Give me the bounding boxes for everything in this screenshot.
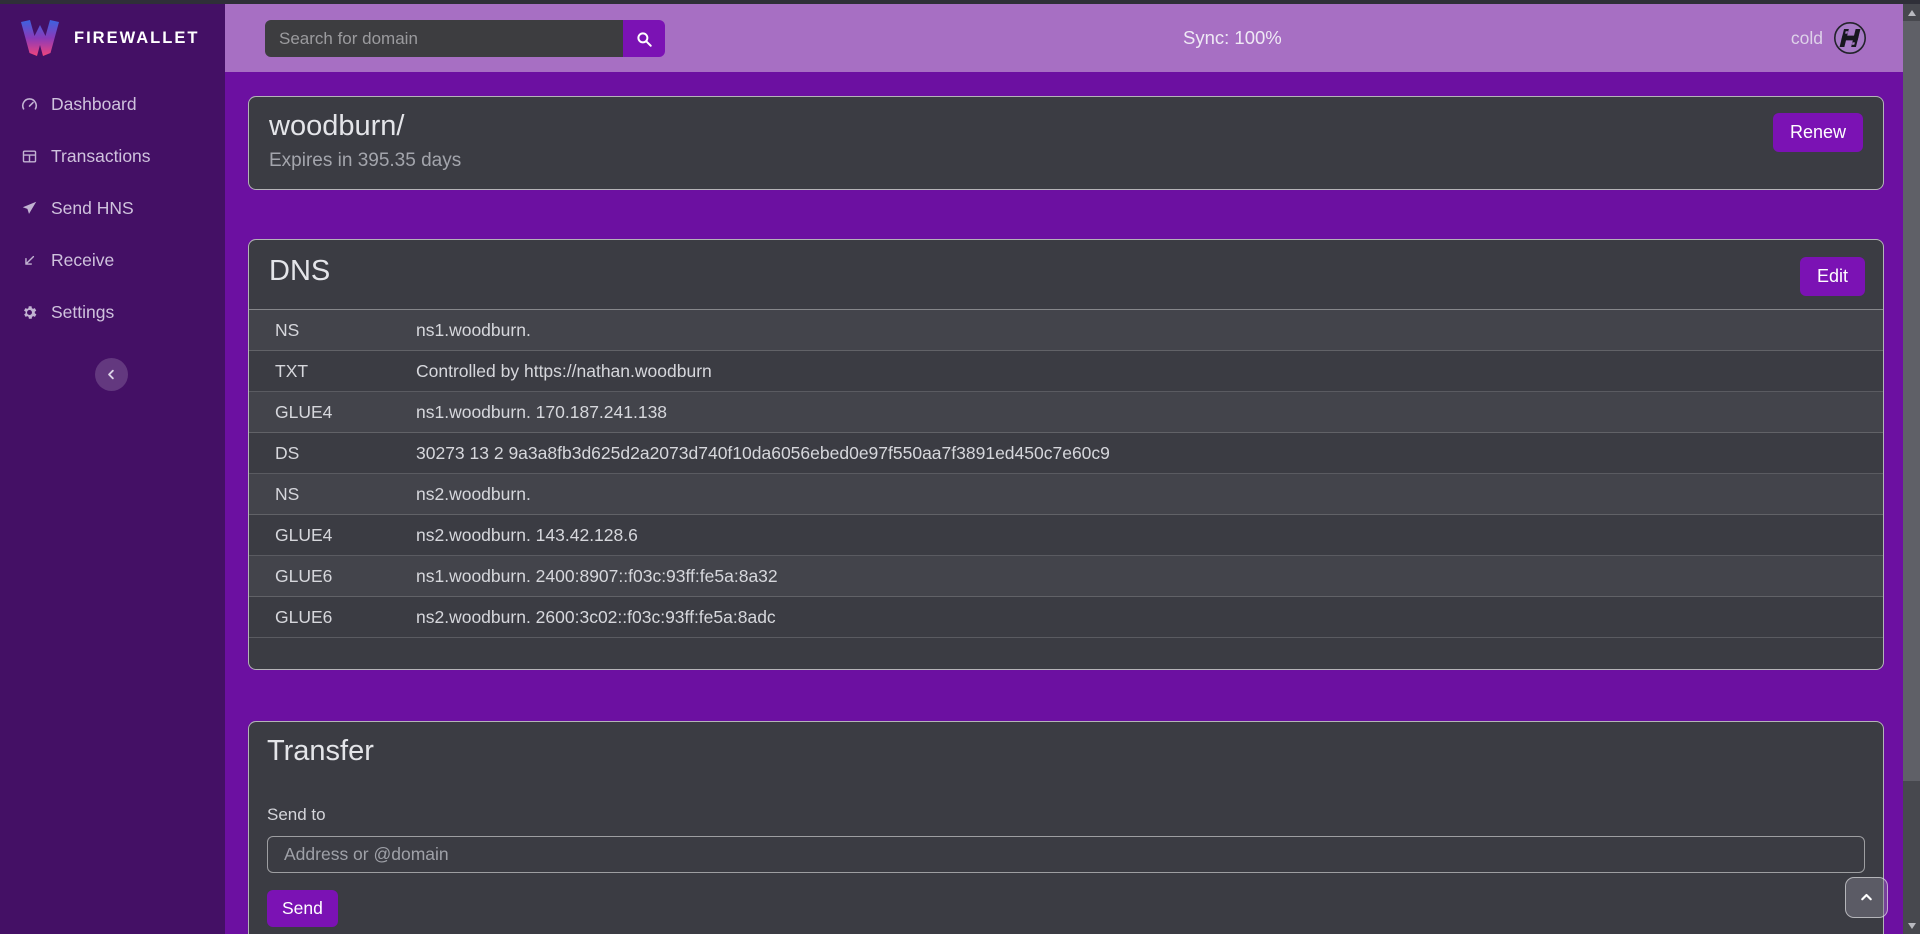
dns-record-value: ns1.woodburn.: [416, 319, 531, 340]
chevron-left-icon: [108, 369, 114, 380]
dns-record-type: GLUE6: [275, 565, 333, 586]
send-to-label: Send to: [267, 805, 326, 824]
dns-record-type: NS: [275, 483, 300, 504]
dns-record-value: ns2.woodburn.: [416, 483, 531, 504]
gear-icon: [20, 303, 39, 322]
window-top-strip: [0, 0, 1920, 4]
scroll-to-top-button[interactable]: [1845, 877, 1888, 918]
dns-record-row: TXT Controlled by https://nathan.woodbur…: [249, 351, 1883, 392]
sync-status: Sync: 100%: [1183, 27, 1282, 48]
brand-name: FIREWALLET: [74, 28, 200, 47]
transfer-card: Transfer Send to Send: [248, 721, 1884, 934]
dns-record-row: GLUE4 ns1.woodburn. 170.187.241.138: [249, 392, 1883, 433]
sidebar-item-send-hns[interactable]: Send HNS: [0, 182, 225, 234]
dns-record-value: ns2.woodburn. 2600:3c02::f03c:93ff:fe5a:…: [416, 606, 776, 627]
dns-record-row: GLUE6 ns1.woodburn. 2400:8907::f03c:93ff…: [249, 556, 1883, 597]
dns-record-row: GLUE6 ns2.woodburn. 2600:3c02::f03c:93ff…: [249, 597, 1883, 638]
sidebar-item-label: Send HNS: [51, 197, 134, 218]
firewallet-logo-icon: [21, 20, 59, 56]
dns-title: DNS: [269, 255, 331, 287]
dns-card: DNS Edit NS ns1.woodburn. TXT Controlled…: [248, 239, 1884, 670]
dns-record-row: DS 30273 13 2 9a3a8fb3d625d2a2073d740f10…: [249, 433, 1883, 474]
table-icon: [20, 147, 39, 166]
domain-card: woodburn/ Expires in 395.35 days Renew: [248, 96, 1884, 190]
send-button[interactable]: Send: [267, 890, 338, 927]
dns-record-type: GLUE6: [275, 606, 333, 627]
dns-records-table: NS ns1.woodburn. TXT Controlled by https…: [249, 310, 1883, 638]
arrow-down-left-icon: [20, 251, 39, 270]
sidebar-item-label: Dashboard: [51, 93, 137, 114]
handshake-icon[interactable]: [1833, 21, 1867, 55]
search-button[interactable]: [623, 20, 665, 57]
transfer-title: Transfer: [267, 735, 374, 767]
dns-record-row: GLUE4 ns2.woodburn. 143.42.128.6: [249, 515, 1883, 556]
sidebar-nav: Dashboard Transactions Send HNS: [0, 78, 225, 338]
gauge-icon: [20, 95, 39, 114]
paper-plane-icon: [20, 199, 39, 218]
sidebar: FIREWALLET Dashboard Transactions: [0, 4, 225, 934]
dns-record-row: NS ns1.woodburn.: [249, 310, 1883, 351]
dns-record-value: Controlled by https://nathan.woodburn: [416, 360, 712, 381]
edit-dns-button[interactable]: Edit: [1799, 257, 1865, 296]
transfer-address-input[interactable]: [267, 836, 1865, 873]
wallet-mode-label: cold: [1790, 27, 1823, 48]
renew-button[interactable]: Renew: [1772, 113, 1863, 152]
sidebar-item-settings[interactable]: Settings: [0, 286, 225, 338]
dns-record-type: NS: [275, 319, 300, 340]
dns-record-type: TXT: [275, 360, 309, 381]
sidebar-collapse-button[interactable]: [95, 358, 128, 391]
sidebar-item-transactions[interactable]: Transactions: [0, 130, 225, 182]
domain-expiry: Expires in 395.35 days: [269, 150, 462, 171]
dns-record-value: 30273 13 2 9a3a8fb3d625d2a2073d740f10da6…: [416, 442, 1110, 463]
scrollbar-thumb[interactable]: [1903, 21, 1920, 781]
dns-record-row: NS ns2.woodburn.: [249, 474, 1883, 515]
dns-record-type: GLUE4: [275, 401, 333, 422]
brand[interactable]: FIREWALLET: [0, 4, 225, 57]
dns-record-value: ns2.woodburn. 143.42.128.6: [416, 524, 638, 545]
domain-search-group: [265, 20, 665, 57]
dns-record-value: ns1.woodburn. 170.187.241.138: [416, 401, 668, 422]
dns-record-type: DS: [275, 442, 300, 463]
dns-record-value: ns1.woodburn. 2400:8907::f03c:93ff:fe5a:…: [416, 565, 778, 586]
window-scrollbar[interactable]: [1903, 4, 1920, 934]
search-icon: [637, 31, 652, 47]
scrollbar-up-arrow[interactable]: [1903, 4, 1920, 21]
dns-card-header: DNS Edit: [249, 240, 1883, 310]
scrollbar-down-arrow[interactable]: [1903, 917, 1920, 934]
domain-name: woodburn/: [269, 110, 405, 142]
dns-record-type: GLUE4: [275, 524, 333, 545]
sidebar-item-label: Transactions: [51, 145, 151, 166]
topbar: Sync: 100% cold: [225, 4, 1903, 72]
search-input[interactable]: [265, 20, 623, 57]
sidebar-item-label: Receive: [51, 249, 115, 270]
sidebar-item-dashboard[interactable]: Dashboard: [0, 78, 225, 130]
sidebar-item-receive[interactable]: Receive: [0, 234, 225, 286]
chevron-up-icon: [1861, 893, 1872, 901]
sidebar-item-label: Settings: [51, 301, 115, 322]
